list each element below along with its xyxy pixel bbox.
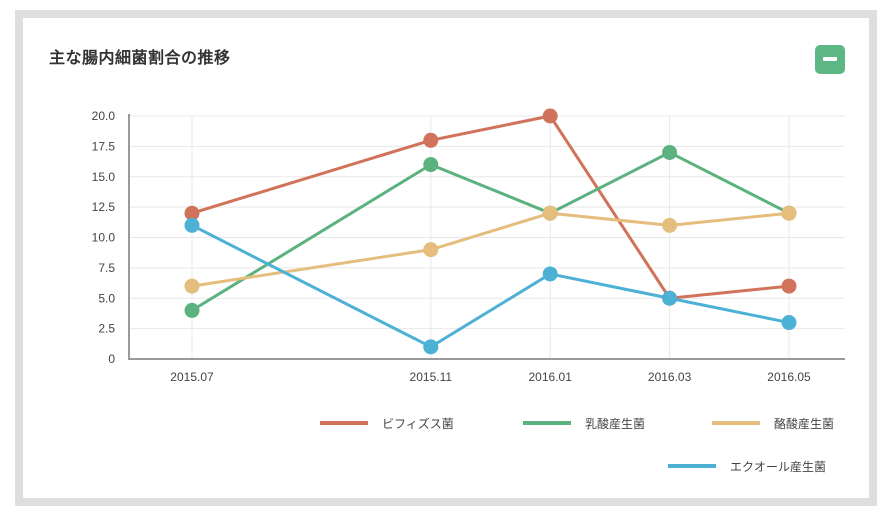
y-tick-label: 12.5 (92, 200, 116, 214)
x-tick-label: 2015.07 (170, 370, 214, 384)
data-point (184, 217, 200, 233)
x-tick-label: 2015.11 (410, 370, 453, 384)
data-point (781, 278, 797, 294)
y-tick-label: 0 (108, 352, 115, 366)
data-point (423, 242, 439, 258)
y-tick-label: 15.0 (92, 170, 116, 184)
data-point (662, 290, 678, 306)
legend-label: 酪酸産生菌 (774, 416, 834, 431)
x-tick-label: 2016.03 (648, 370, 692, 384)
data-point (184, 278, 200, 294)
panel-title: 主な腸内細菌割合の推移 (49, 48, 231, 67)
y-tick-label: 7.5 (98, 261, 115, 275)
legend-label: 乳酸産生菌 (585, 416, 645, 431)
legend-label: ビフィズス菌 (382, 416, 454, 431)
minus-icon (823, 57, 837, 61)
data-point (184, 205, 200, 221)
y-tick-label: 5.0 (98, 291, 115, 305)
collapse-button[interactable] (815, 45, 845, 74)
data-point (542, 205, 558, 221)
data-point (781, 315, 797, 331)
data-point (423, 132, 439, 148)
chart-panel (15, 10, 877, 506)
y-tick-label: 2.5 (98, 322, 115, 336)
data-point (662, 217, 678, 233)
data-point (184, 302, 200, 318)
data-point (542, 108, 558, 124)
data-point (662, 144, 678, 160)
x-tick-label: 2016.05 (767, 370, 811, 384)
legend-label: エクオール産生菌 (730, 459, 826, 474)
data-point (542, 266, 558, 282)
data-point (423, 339, 439, 355)
y-tick-label: 17.5 (92, 139, 116, 153)
data-point (781, 205, 797, 221)
data-point (423, 157, 439, 173)
y-tick-label: 10.0 (92, 231, 116, 245)
y-tick-label: 20.0 (92, 109, 116, 123)
x-tick-label: 2016.01 (529, 370, 573, 384)
series-line (191, 211, 790, 288)
